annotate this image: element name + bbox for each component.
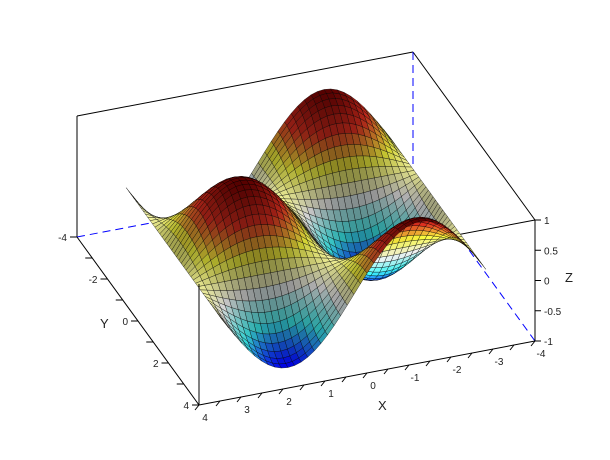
z-tick-label: -1: [544, 337, 553, 348]
surface-facet: [364, 260, 374, 274]
x-tick-label: 3: [244, 405, 250, 416]
surface-mesh: [125, 88, 487, 369]
x-tick: [278, 388, 284, 395]
y-tick-label: 4: [183, 401, 189, 412]
x-tick: [194, 404, 200, 411]
x-tick: [257, 392, 263, 399]
y-tick-label: -2: [89, 275, 98, 286]
z-tick-label: 0: [544, 277, 550, 288]
x-tick-label: -4: [537, 349, 546, 360]
box-edge: [412, 51, 536, 221]
x-tick-label: 2: [286, 397, 292, 408]
x-tick: [425, 360, 431, 367]
y-axis-label: Y: [100, 316, 109, 331]
x-tick: [488, 348, 494, 355]
z-tick-label: 0.5: [544, 246, 558, 257]
box-edge: [76, 51, 414, 117]
x-tick: [341, 376, 347, 383]
x-axis-label: X: [378, 398, 387, 413]
z-tick-label: -0.5: [544, 307, 562, 318]
x-tick: [299, 384, 305, 391]
z-axis-label: Z: [565, 270, 573, 285]
x-tick-label: -2: [453, 365, 462, 376]
x-tick: [362, 372, 368, 379]
y-tick-label: 0: [122, 317, 128, 328]
x-tick: [383, 368, 389, 375]
x-tick-label: 1: [328, 389, 334, 400]
x-tick-label: 0: [370, 381, 376, 392]
x-tick: [236, 396, 242, 403]
z-tick-label: 1: [544, 216, 550, 227]
axes: 4 3 2 1 0 -1 -2 -3 -4 -4 -2 0 2 4 1 0.5 0 -0.5 -1: [58, 216, 562, 424]
x-tick: [404, 364, 410, 371]
y-tick-label: 2: [153, 359, 159, 370]
x-tick: [509, 344, 515, 351]
x-tick-label: 4: [202, 413, 208, 424]
x-tick: [215, 400, 221, 407]
x-tick-label: -1: [411, 373, 420, 384]
x-tick-label: -3: [495, 357, 504, 368]
surface-facet: [219, 316, 229, 328]
x-tick: [320, 380, 326, 387]
x-tick: [467, 352, 473, 359]
x-tick: [446, 356, 452, 363]
y-tick-label: -4: [58, 233, 67, 244]
x-tick: [530, 340, 536, 347]
